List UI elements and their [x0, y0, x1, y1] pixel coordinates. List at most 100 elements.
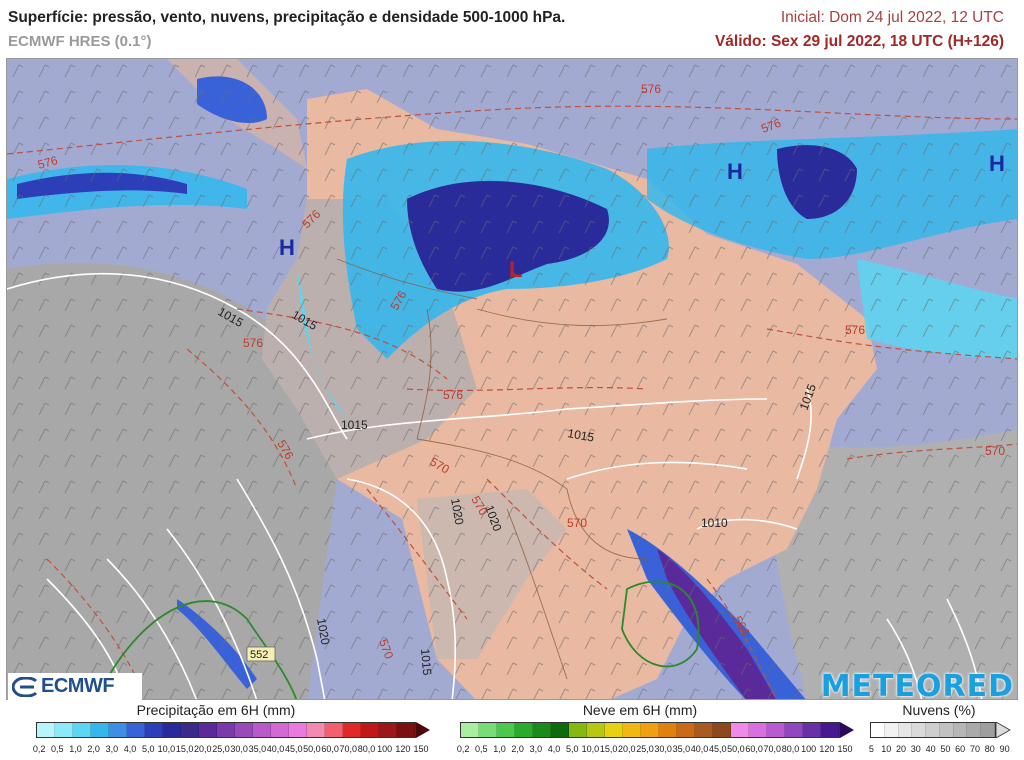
- legend-swatch: [479, 723, 497, 737]
- meteored-logo[interactable]: METEORED: [820, 669, 1014, 704]
- legend-swatch: [623, 723, 641, 737]
- cloud-legend-title: Nuvens (%): [902, 702, 976, 718]
- legend-swatch: [397, 723, 415, 737]
- legend-tick-label: 0,5: [475, 744, 488, 754]
- legend-tick-label: 70,0: [763, 744, 782, 754]
- svg-text:552: 552: [250, 649, 268, 661]
- legend-tick-label: 100: [377, 744, 393, 754]
- legend-swatch: [343, 723, 361, 737]
- legend-tick-label: 10,0: [157, 744, 176, 754]
- legend-swatch: [515, 723, 533, 737]
- legend-swatch: [871, 723, 885, 737]
- legend-swatch: [767, 723, 785, 737]
- map-header: Superfície: pressão, vento, nuvens, prec…: [0, 0, 1024, 58]
- legend-swatch: [379, 723, 397, 737]
- legend-tick-label: 20,0: [618, 744, 636, 754]
- legend-swatch: [217, 723, 235, 737]
- svg-text:1015: 1015: [566, 426, 595, 444]
- legend-swatch: [361, 723, 379, 737]
- legend-tick-label: 60: [955, 744, 966, 754]
- cloud-overflow-arrow-icon: [996, 722, 1011, 738]
- legend-tick-label: 45,0: [708, 744, 727, 754]
- thickness-lines: [7, 105, 1017, 699]
- legend-tick-label: 20,0: [194, 744, 212, 754]
- legend-swatch: [939, 723, 954, 737]
- svg-text:576: 576: [641, 82, 661, 96]
- legend-swatch: [253, 723, 271, 737]
- legend-tick-label: 120: [395, 744, 411, 754]
- legend-swatch: [497, 723, 515, 737]
- legend-swatch: [912, 723, 927, 737]
- legend-swatch: [605, 723, 623, 737]
- legend-swatch: [898, 723, 913, 737]
- snow-ticks: 0,2 0,5 1,0 2,0 3,0 4,0 5,0 10,0 15,0 20,0 25,0 30,…: [454, 744, 854, 754]
- svg-text:576: 576: [443, 388, 463, 402]
- legend-tick-label: 30: [910, 744, 921, 754]
- legend-tick-label: 5,0: [141, 744, 155, 754]
- map-canvas: H H H L 1015 1015 1015 1015 1015 1020 10…: [7, 59, 1017, 699]
- green-contour-south-pacific: [106, 600, 298, 699]
- cloud-color-bar: [870, 722, 996, 738]
- legend-swatch: [127, 723, 145, 737]
- legend-tick-label: 120: [819, 744, 835, 754]
- cloud-ticks: 5 10 20 30 40 50 60 70 80 90: [864, 744, 1012, 754]
- legend-tick-label: 2,0: [87, 744, 100, 754]
- legend-swatch: [109, 723, 127, 737]
- legend-swatch: [749, 723, 767, 737]
- legend-tick-label: 60,0: [321, 744, 339, 754]
- legend-tick-label: 50: [940, 744, 951, 754]
- legend-swatch: [163, 723, 181, 737]
- legend-swatch: [181, 723, 199, 737]
- legend-tick-label: 1,0: [493, 744, 506, 754]
- green-contour-uruguay: [621, 580, 700, 668]
- high-pressure-center: H: [279, 235, 295, 260]
- legend-tick-label: 50,0: [303, 744, 321, 754]
- legend-tick-label: 5: [868, 744, 874, 754]
- legend-tick-label: 60,0: [745, 744, 763, 754]
- svg-text:576: 576: [36, 153, 59, 172]
- legend-swatch: [659, 723, 677, 737]
- legend-tick-label: 5,0: [565, 744, 579, 754]
- legend-swatch: [271, 723, 289, 737]
- snow-legend-title: Neve em 6H (mm): [582, 702, 698, 718]
- country-borders: [336, 258, 668, 680]
- legend-swatch: [461, 723, 479, 737]
- svg-text:1020: 1020: [314, 617, 332, 646]
- legend-tick-label: 150: [413, 744, 429, 754]
- precip-ticks: 0,2 0,5 1,0 2,0 3,0 4,0 5,0 10,0 15,0 20,0 25,0 30,…: [30, 744, 430, 754]
- valid-time: Válido: Sex 29 jul 2022, 18 UTC (H+126): [714, 33, 1004, 50]
- legend-tick-label: 30,0: [654, 744, 672, 754]
- legend-tick-label: 50,0: [727, 744, 745, 754]
- legend-swatch: [37, 723, 55, 737]
- legend-swatch: [926, 723, 940, 737]
- legend-tick-label: 150: [837, 744, 853, 754]
- legend-swatch: [91, 723, 109, 737]
- legend-tick-label: 3,0: [529, 744, 543, 754]
- legend-swatch: [953, 723, 968, 737]
- weather-map[interactable]: H H H L 1015 1015 1015 1015 1015 1020 10…: [6, 58, 1018, 700]
- ecmwf-mark-icon: [12, 676, 38, 697]
- legend-tick-label: 40,0: [690, 744, 709, 754]
- legend-swatch: [821, 723, 839, 737]
- legend-tick-label: 35,0: [672, 744, 691, 754]
- legend-tick-label: 20: [895, 744, 906, 754]
- legend-swatch: [967, 723, 982, 737]
- legend-swatch: [145, 723, 163, 737]
- svg-text:576: 576: [243, 336, 263, 350]
- map-title: Superfície: pressão, vento, nuvens, prec…: [8, 9, 566, 26]
- precip-legend-title: Precipitação em 6H (mm): [136, 702, 296, 718]
- thickness-label-boxed: 552: [246, 646, 276, 662]
- legend-swatch: [289, 723, 307, 737]
- legend-swatch: [884, 723, 899, 737]
- legend-tick-label: 0,2: [456, 744, 470, 754]
- svg-text:1020: 1020: [448, 497, 466, 526]
- svg-text:1010: 1010: [701, 516, 728, 530]
- legend-tick-label: 10,0: [581, 744, 600, 754]
- legend-tick-label: 40,0: [266, 744, 285, 754]
- precip-color-bar: [36, 722, 416, 738]
- legend-tick-label: 40: [925, 744, 936, 754]
- legend-tick-label: 45,0: [284, 744, 303, 754]
- legend-swatch: [713, 723, 731, 737]
- legend-tick-label: 80,0: [357, 744, 376, 754]
- legend-tick-label: 25,0: [636, 744, 654, 754]
